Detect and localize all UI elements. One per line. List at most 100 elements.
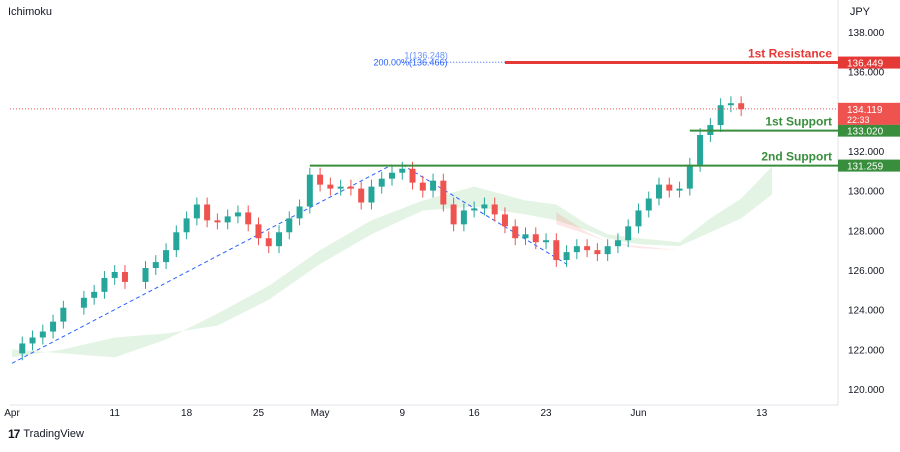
candle-body: [306, 174, 313, 207]
candle-body: [512, 226, 519, 239]
candle-body: [522, 234, 529, 239]
x-tick-label: Jun: [630, 408, 646, 419]
y-tick-label: 130.000: [848, 187, 885, 198]
y-tick-label: 136.000: [848, 67, 885, 78]
candle-body: [460, 210, 467, 225]
candle-body: [111, 271, 118, 278]
candle-body: [727, 103, 734, 106]
candle-body: [327, 184, 334, 189]
candle-body: [573, 246, 580, 253]
1st-resistance-price-tag: [838, 56, 900, 69]
2nd-support-price-tag: [838, 159, 900, 172]
candle-body: [337, 186, 344, 189]
candle-body: [255, 224, 262, 239]
candle-body: [645, 198, 652, 211]
candle-body: [173, 232, 180, 251]
candle-body: [234, 212, 241, 217]
candle-body: [430, 180, 437, 191]
candle-body: [214, 220, 221, 223]
candle-body: [543, 240, 550, 243]
candle-body: [481, 204, 488, 209]
fib-level-label: 200.00%(136.466): [374, 58, 448, 68]
candle-body: [163, 250, 170, 263]
x-tick-label: 18: [181, 408, 193, 419]
last-price-value: 134.119: [847, 105, 883, 116]
candle-body: [563, 252, 570, 261]
2nd-support-price: 131.259: [847, 162, 884, 173]
x-tick-label: 9: [399, 408, 405, 419]
candle-body: [697, 135, 704, 165]
2nd-support-label: 2nd Support: [761, 150, 832, 164]
candle-body: [19, 343, 26, 354]
candle-body: [614, 240, 621, 247]
currency-label: JPY: [849, 6, 870, 18]
y-tick-label: 126.000: [848, 266, 885, 277]
x-tick-label: 11: [110, 408, 121, 419]
candle-body: [491, 204, 498, 215]
y-tick-label: 120.000: [848, 385, 885, 396]
candle-body: [152, 262, 159, 269]
brand-name: TradingView: [23, 428, 84, 440]
candle-body: [686, 164, 693, 189]
candle-body: [193, 204, 200, 219]
y-tick-label: 132.000: [848, 147, 885, 158]
candle-body: [296, 206, 303, 219]
candle-body: [419, 182, 426, 191]
candle-body: [347, 186, 354, 189]
candle-body: [388, 172, 395, 179]
candle-body: [625, 226, 632, 241]
1st-support-price-tag: [838, 124, 900, 137]
1st-resistance-price: 136.449: [847, 59, 884, 70]
x-tick-label: May: [311, 408, 330, 419]
candle-body: [183, 218, 190, 233]
candle-body: [317, 174, 324, 185]
candle-body: [501, 214, 508, 227]
candle-body: [276, 232, 283, 247]
y-tick-label: 124.000: [848, 306, 885, 317]
1st-resistance-label: 1st Resistance: [748, 47, 832, 61]
candle-body: [594, 250, 601, 255]
indicator-label[interactable]: Ichimoku: [8, 6, 53, 18]
candle-body: [378, 178, 385, 187]
candle-body: [224, 216, 231, 223]
candle-body: [358, 188, 365, 203]
ichimoku-cloud-bearish: [556, 212, 680, 251]
1st-support-label: 1st Support: [765, 115, 832, 129]
candle-body: [584, 246, 591, 251]
candle-body: [676, 188, 683, 191]
trendline-1: [11, 164, 393, 364]
candle-body: [409, 168, 416, 183]
1st-support-price: 133.020: [847, 127, 884, 138]
candle-body: [265, 238, 272, 247]
x-tick-label: 13: [756, 408, 768, 419]
trendline-2: [402, 164, 567, 265]
candle-body: [142, 268, 149, 282]
candle-body: [666, 184, 673, 191]
candle-body: [204, 204, 211, 221]
countdown-timer: 22:33: [847, 115, 870, 125]
candle-body: [717, 105, 724, 126]
candle-body: [532, 234, 539, 243]
candle-body: [604, 246, 611, 255]
y-tick-label: 128.000: [848, 226, 885, 237]
candle-body: [60, 307, 67, 322]
candle-body: [80, 297, 87, 308]
candle-body: [91, 291, 98, 298]
candle-body: [29, 337, 36, 344]
candle-body: [368, 186, 375, 203]
x-tick-label: Apr: [4, 408, 20, 419]
candle-body: [39, 331, 46, 338]
candle-body: [635, 210, 642, 227]
y-tick-label: 138.000: [848, 28, 885, 39]
candle-body: [450, 204, 457, 225]
candle-body: [471, 208, 478, 211]
candle-body: [245, 212, 252, 225]
y-tick-label: 122.000: [848, 345, 885, 356]
x-tick-label: 23: [540, 408, 552, 419]
x-tick-label: 25: [253, 408, 265, 419]
tradingview-brand[interactable]: 17 TradingView: [8, 427, 84, 441]
x-tick-label: 16: [469, 408, 481, 419]
candle-body: [738, 103, 745, 110]
